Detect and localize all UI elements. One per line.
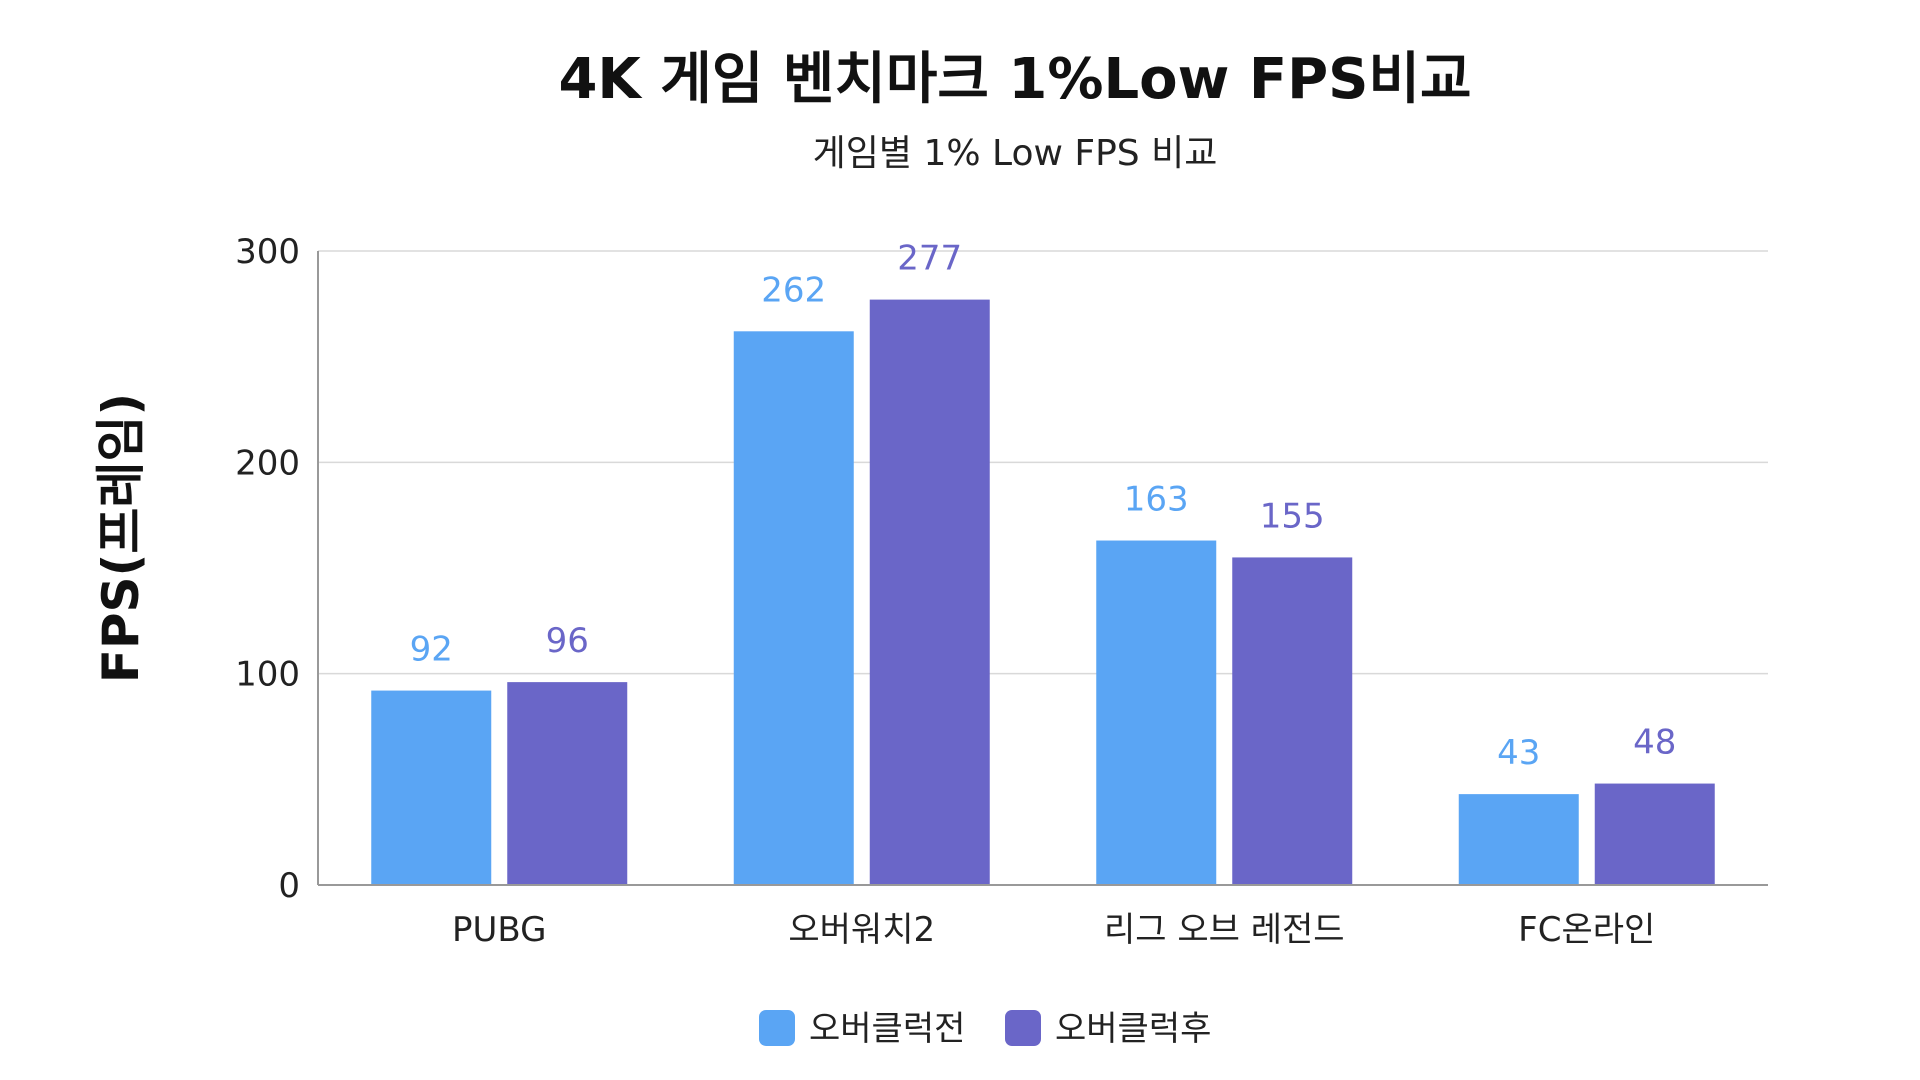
legend: 오버클럭전 오버클럭후 [759, 1009, 1211, 1049]
bar-before [1458, 794, 1579, 885]
y-tick-label: 100 [235, 655, 300, 695]
legend-swatch [1005, 1010, 1041, 1046]
chart-subtitle: 게임별 1% Low FPS 비교 [813, 133, 1218, 174]
legend-label: 오버클럭후 [1055, 1009, 1211, 1049]
bar-after [1594, 783, 1715, 885]
chart-title: 4K 게임 벤치마크 1%Low FPS비교 [558, 47, 1471, 112]
legend-swatch [759, 1010, 795, 1046]
bar-before [1096, 540, 1217, 885]
y-tick-label: 200 [235, 443, 300, 483]
x-axis-categories: PUBG 오버워치2 리그 오브 레전드 FC온라인 [452, 910, 1655, 950]
legend-label: 오버클럭전 [809, 1009, 965, 1049]
x-category-label: PUBG [452, 910, 546, 950]
x-category-label: FC온라인 [1518, 910, 1655, 950]
data-label: 155 [1260, 496, 1325, 536]
data-label: 96 [546, 621, 589, 661]
data-label: 163 [1124, 480, 1189, 520]
data-label: 43 [1497, 733, 1540, 773]
data-label: 262 [761, 270, 826, 310]
y-axis-ticks: 0 100 200 300 [235, 232, 300, 906]
data-label: 92 [410, 630, 453, 670]
bar-before [371, 690, 492, 885]
bar-after [869, 299, 990, 885]
y-tick-label: 300 [235, 232, 300, 272]
data-label: 48 [1633, 723, 1676, 763]
axes [317, 251, 1768, 886]
y-axis-label: FPS(프레임) [92, 393, 150, 684]
bar-before [733, 331, 854, 886]
bars [371, 299, 1715, 886]
bar-after [1232, 557, 1353, 885]
bar-after [507, 682, 628, 885]
x-category-label: 리그 오브 레전드 [1104, 910, 1345, 950]
x-category-label: 오버워치2 [788, 910, 935, 950]
grid-lines [318, 250, 1768, 675]
value-labels: 92 96 262 277 163 155 43 48 [410, 239, 1677, 774]
data-label: 277 [897, 239, 962, 279]
y-tick-label: 0 [278, 866, 300, 906]
